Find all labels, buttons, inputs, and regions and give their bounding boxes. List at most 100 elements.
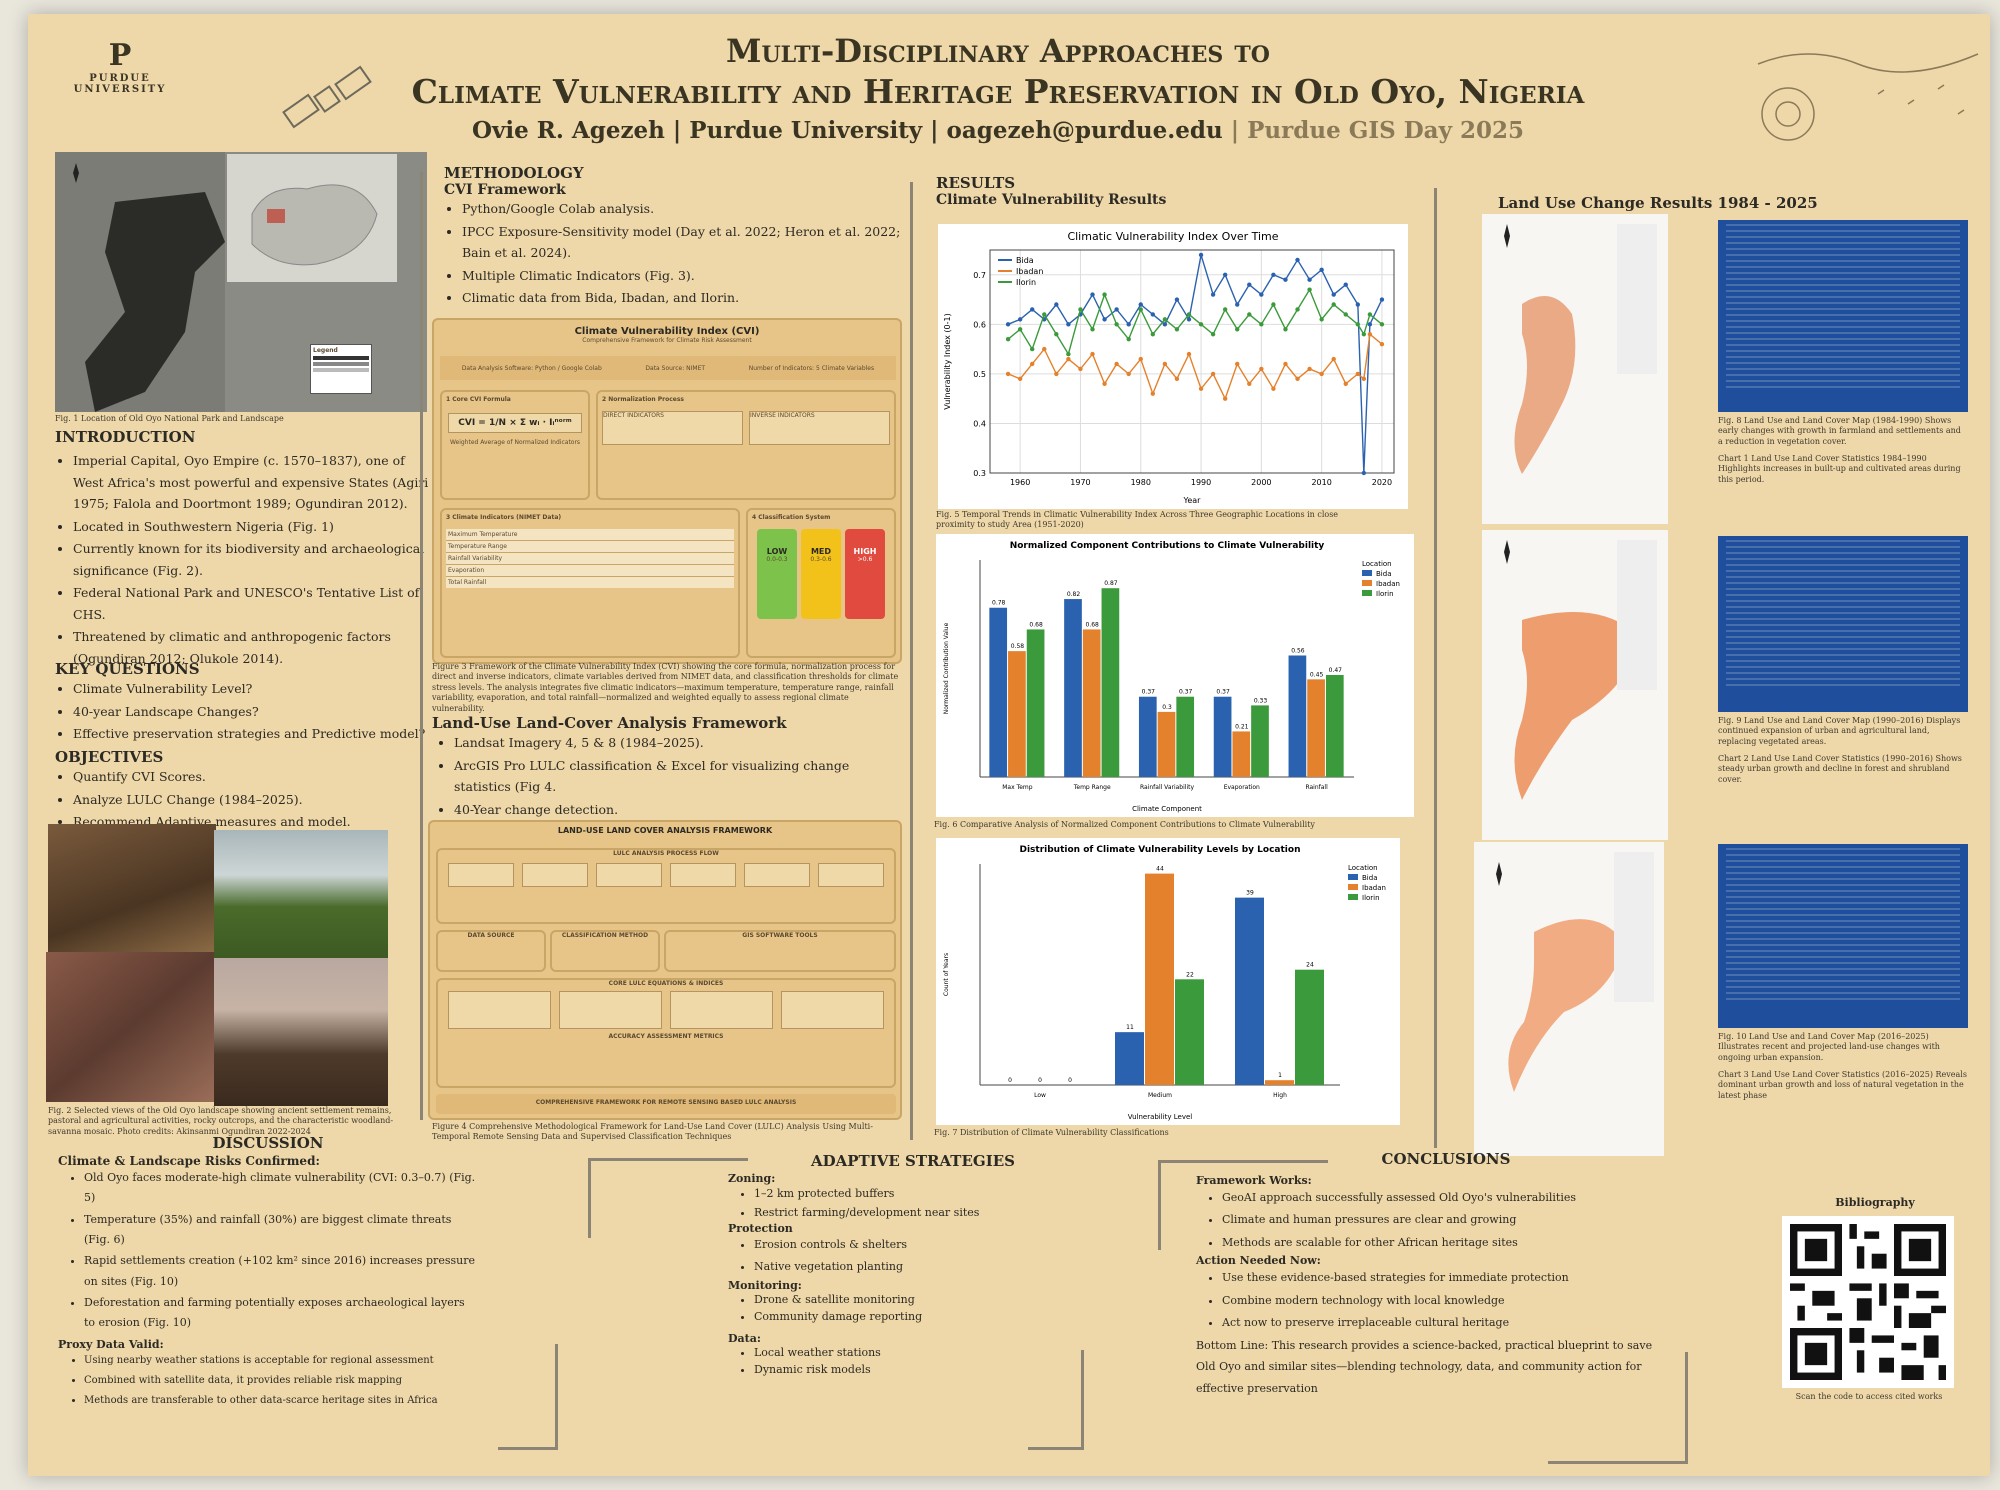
data-point xyxy=(1198,386,1204,391)
nigeria-inset-map xyxy=(227,154,397,282)
conclusion-item: Methods are scalable for other African h… xyxy=(1222,1232,1696,1253)
data-point xyxy=(1319,371,1324,377)
data-point xyxy=(1367,322,1373,327)
lulc-stats-chart-2 xyxy=(1718,536,1968,712)
data-point xyxy=(1295,307,1300,312)
bibliography-qr-code[interactable] xyxy=(1782,1216,1954,1388)
data-point xyxy=(1030,361,1035,367)
adaptive-item: Restrict farming/development near sites xyxy=(754,1204,1098,1222)
bar xyxy=(1288,655,1307,777)
adaptive-item: Community damage reporting xyxy=(754,1309,1098,1326)
distribution-bar-chart: Distribution of Climate Vulnerability Le… xyxy=(936,838,1400,1125)
data-point xyxy=(1174,327,1180,332)
x-tick-label: Rainfall xyxy=(1305,784,1328,791)
data-point xyxy=(1186,351,1192,357)
lulc-framework-section: Land-Use Land-Cover Analysis Framework L… xyxy=(432,714,902,821)
data-point xyxy=(1259,322,1264,327)
data-point xyxy=(1174,376,1180,382)
legend-label: Ibadan xyxy=(1016,267,1043,276)
data-point xyxy=(1066,356,1071,362)
component-bar-chart: Normalized Component Contributions to Cl… xyxy=(936,534,1414,817)
data-point xyxy=(1379,322,1385,327)
fig5-caption: Fig. 5 Temporal Trends in Climatic Vulne… xyxy=(936,510,1339,530)
qr-code-icon xyxy=(1790,1224,1946,1380)
data-point xyxy=(1042,312,1047,317)
adaptive-item: Erosion controls & shelters xyxy=(754,1235,1098,1256)
data-label: 0.37 xyxy=(1216,689,1230,696)
x-tick-label: Evaporation xyxy=(1224,784,1260,791)
cvi-framework-subheading: CVI Framework xyxy=(444,182,566,198)
bar xyxy=(1008,651,1026,777)
data-label: 44 xyxy=(1156,866,1164,873)
legend-label: Bida xyxy=(1362,874,1377,882)
data-label: 24 xyxy=(1306,962,1314,969)
lulc-map-1984-1990 xyxy=(1482,214,1668,524)
discussion-item: Temperature (35%) and rainfall (30%) are… xyxy=(84,1210,478,1251)
data-point xyxy=(1138,302,1143,307)
data-point xyxy=(1114,322,1119,327)
data-point xyxy=(1331,292,1336,297)
conclusions-section: CONCLUSIONS Framework Works: GeoAI appro… xyxy=(1196,1150,1696,1399)
intro-item: Currently known for its biodiversity and… xyxy=(73,538,435,581)
lulc-heading: Land-Use Land-Cover Analysis Framework xyxy=(432,714,787,732)
event-name: | Purdue GIS Day 2025 xyxy=(1230,117,1524,144)
data-point xyxy=(1005,322,1011,327)
bar xyxy=(1175,979,1204,1085)
x-tick-label: Rainfall Variability xyxy=(1140,784,1195,791)
data-point xyxy=(1138,307,1143,312)
data-point xyxy=(1331,356,1336,362)
data-point xyxy=(1361,470,1367,476)
fig7-caption: Fig. 7 Distribution of Climate Vulnerabi… xyxy=(934,1128,1169,1137)
cvi-framework-diagram: Climate Vulnerability Index (CVI) Compre… xyxy=(432,318,902,664)
data-label: 0.58 xyxy=(1011,643,1025,650)
data-label: 0 xyxy=(1038,1077,1042,1084)
data-point xyxy=(1150,312,1156,317)
discussion-item: Deforestation and farming potentially ex… xyxy=(84,1293,478,1334)
north-arrow-icon xyxy=(73,163,79,183)
legend-label: Bida xyxy=(1376,570,1391,578)
data-point xyxy=(1102,381,1107,386)
bar xyxy=(1213,696,1232,777)
legend-swatch xyxy=(1348,894,1358,900)
data-point xyxy=(1066,351,1071,357)
x-tick-label: 1980 xyxy=(1131,478,1151,487)
column-divider xyxy=(1434,188,1437,1148)
data-point xyxy=(1319,267,1324,273)
lulc-stats-chart-3 xyxy=(1718,844,1968,1028)
y-axis-label: Vulnerability Index (0-1) xyxy=(943,313,952,409)
bar xyxy=(1064,599,1082,777)
data-point xyxy=(1017,317,1023,322)
x-tick-label: 1970 xyxy=(1070,478,1090,487)
discussion-item: Methods are transferable to other data-s… xyxy=(84,1391,478,1410)
poster-title-line2: Climate Vulnerability and Heritage Prese… xyxy=(411,72,1585,111)
x-tick-label: 1990 xyxy=(1191,478,1211,487)
data-point xyxy=(1210,332,1216,337)
data-point xyxy=(1162,322,1168,327)
poster-header: Multi-Disciplinary Approaches to Climate… xyxy=(328,32,1668,144)
data-label: 1 xyxy=(1278,1072,1282,1079)
chart-title: Climatic Vulnerability Index Over Time xyxy=(1067,230,1278,243)
med-class-card: MED 0.3-0.6 xyxy=(801,529,841,619)
data-point xyxy=(1247,282,1252,287)
author-line: Ovie R. Agezeh | Purdue University | oag… xyxy=(328,117,1668,144)
x-tick-label: Low xyxy=(1034,1092,1046,1099)
legend-label: Ibadan xyxy=(1362,884,1386,892)
adaptive-item: Drone & satellite monitoring xyxy=(754,1292,1098,1309)
data-label: 0.21 xyxy=(1235,723,1249,730)
data-point xyxy=(1343,312,1348,317)
introduction-section: INTRODUCTION Imperial Capital, Oyo Empir… xyxy=(55,428,435,670)
photo-settlement-remains xyxy=(48,824,216,952)
legend-label: Bida xyxy=(1016,256,1034,265)
data-label: 0.68 xyxy=(1086,621,1100,628)
bar xyxy=(1235,897,1264,1085)
poster: P PURDUE UNIVERSITY Multi-Disciplinary A… xyxy=(28,14,1990,1476)
lulc-framework-diagram: LAND-USE LAND COVER ANALYSIS FRAMEWORK L… xyxy=(428,820,902,1120)
x-tick-label: Temp Range xyxy=(1073,784,1111,791)
old-oyo-park-shape xyxy=(85,192,225,412)
legend-swatch xyxy=(1348,884,1358,890)
author-info: Ovie R. Agezeh | Purdue University | oag… xyxy=(472,117,1223,144)
adaptive-strategies-section: ADAPTIVE STRATEGIES Zoning: 1–2 km prote… xyxy=(728,1152,1098,1380)
y-axis-label: Count of Years xyxy=(943,953,950,996)
objective-item: Quantify CVI Scores. xyxy=(73,766,435,788)
data-point xyxy=(1114,307,1119,312)
